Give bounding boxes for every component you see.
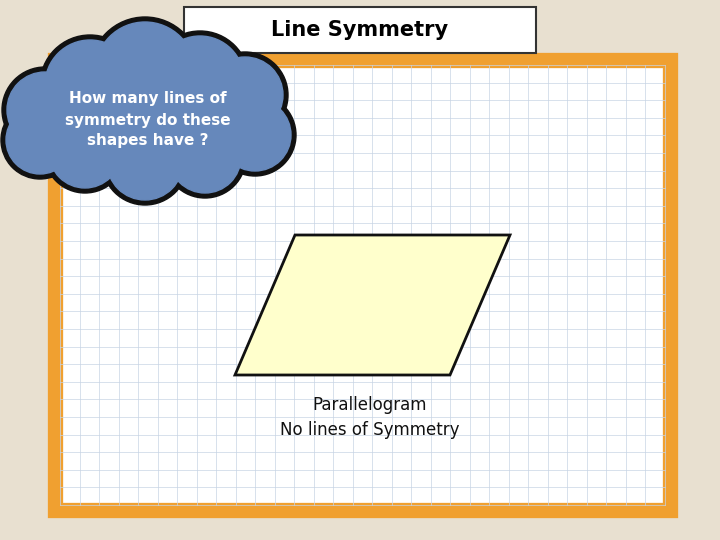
Circle shape bbox=[2, 67, 88, 153]
Circle shape bbox=[151, 31, 249, 129]
Circle shape bbox=[219, 99, 291, 171]
FancyBboxPatch shape bbox=[184, 7, 536, 53]
Circle shape bbox=[156, 36, 244, 124]
Circle shape bbox=[90, 17, 200, 127]
Circle shape bbox=[49, 116, 121, 188]
Circle shape bbox=[95, 65, 205, 175]
Circle shape bbox=[44, 111, 126, 193]
Polygon shape bbox=[235, 235, 510, 375]
Circle shape bbox=[40, 35, 140, 135]
Circle shape bbox=[90, 60, 210, 180]
Circle shape bbox=[95, 22, 195, 122]
Circle shape bbox=[169, 121, 241, 193]
Circle shape bbox=[164, 116, 246, 198]
Circle shape bbox=[202, 52, 288, 138]
FancyBboxPatch shape bbox=[55, 60, 670, 510]
Text: No lines of Symmetry: No lines of Symmetry bbox=[280, 421, 460, 439]
Circle shape bbox=[102, 119, 188, 205]
Circle shape bbox=[107, 124, 183, 200]
Circle shape bbox=[7, 72, 83, 148]
Text: Parallelogram: Parallelogram bbox=[312, 396, 427, 414]
Circle shape bbox=[207, 57, 283, 133]
Circle shape bbox=[45, 40, 135, 130]
Text: Line Symmetry: Line Symmetry bbox=[271, 20, 449, 40]
Circle shape bbox=[214, 94, 296, 176]
Text: How many lines of
symmetry do these
shapes have ?: How many lines of symmetry do these shap… bbox=[66, 91, 231, 148]
Circle shape bbox=[1, 101, 79, 179]
Circle shape bbox=[6, 106, 74, 174]
